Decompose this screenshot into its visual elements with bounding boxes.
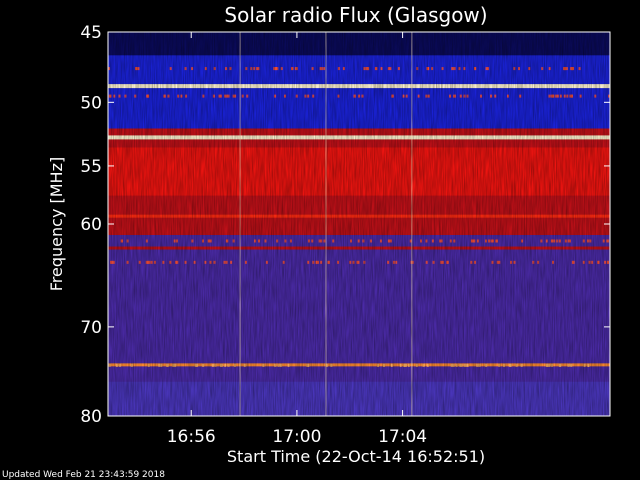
- x-tick-label: 16:56: [167, 427, 216, 447]
- y-axis: 45 50 55 60 70 80: [80, 23, 610, 427]
- x-axis-label: Start Time (22-Oct-14 16:52:51): [227, 447, 485, 466]
- x-tick-label: 17:00: [272, 427, 321, 447]
- y-tick-label: 50: [80, 93, 102, 113]
- y-tick-label: 60: [80, 215, 102, 235]
- noise-texture: [108, 32, 610, 416]
- y-axis-label: Frequency [MHz]: [47, 157, 66, 291]
- y-tick-label: 45: [80, 23, 102, 43]
- x-axis: 16:56 17:00 17:04: [167, 32, 427, 447]
- plot-area: [108, 32, 610, 416]
- y-tick-label: 70: [80, 318, 102, 338]
- updated-timestamp: Updated Wed Feb 21 23:43:59 2018: [2, 470, 165, 480]
- y-tick-label: 55: [80, 157, 102, 177]
- chart-title: Solar radio Flux (Glasgow): [224, 3, 487, 27]
- y-tick-label: 80: [80, 407, 102, 427]
- x-tick-label: 17:04: [378, 427, 427, 447]
